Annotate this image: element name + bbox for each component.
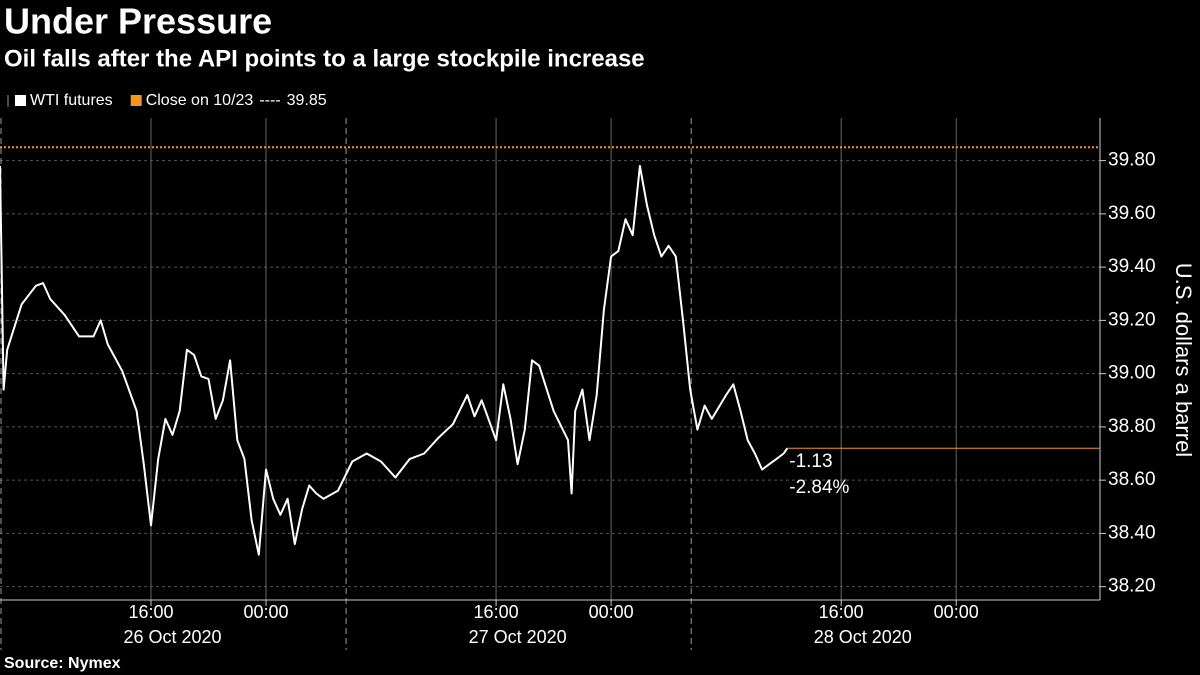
x-tick-label: 16:00: [128, 602, 173, 622]
annotation: -1.13: [789, 451, 832, 472]
y-tick-label: 39.40: [1108, 256, 1156, 277]
y-axis-title: U.S. dollars a barrel: [1171, 263, 1196, 457]
y-tick-label: 38.40: [1108, 522, 1156, 543]
day-label: 28 Oct 2020: [814, 627, 912, 647]
x-tick-label: 00:00: [934, 602, 979, 622]
y-tick-label: 38.80: [1108, 416, 1156, 437]
y-tick-label: 39.80: [1108, 150, 1156, 171]
legend-label: Close on 10/23: [146, 92, 254, 109]
chart-title: Under Pressure: [4, 1, 272, 42]
x-tick-label: 16:00: [474, 602, 519, 622]
day-label: 26 Oct 2020: [124, 627, 222, 647]
source: Source: Nymex: [4, 655, 121, 672]
x-tick-label: 16:00: [819, 602, 864, 622]
chart-subtitle: Oil falls after the API points to a larg…: [4, 45, 645, 72]
day-label: 27 Oct 2020: [469, 627, 567, 647]
legend-swatch: [15, 95, 26, 106]
y-tick-label: 38.60: [1108, 469, 1156, 490]
y-tick-label: 39.60: [1108, 203, 1156, 224]
y-tick-label: 39.00: [1108, 363, 1156, 384]
x-tick-label: 00:00: [243, 602, 288, 622]
y-tick-label: 38.20: [1108, 576, 1156, 597]
x-tick-label: 00:00: [589, 602, 634, 622]
annotation: -2.84%: [789, 477, 849, 498]
y-tick-label: 39.20: [1108, 309, 1156, 330]
legend-label: 39.85: [287, 92, 327, 109]
legend-label: WTI futures: [30, 92, 113, 109]
legend-swatch: [130, 95, 142, 106]
legend-label: ----: [259, 92, 280, 109]
line: [0, 164, 789, 556]
